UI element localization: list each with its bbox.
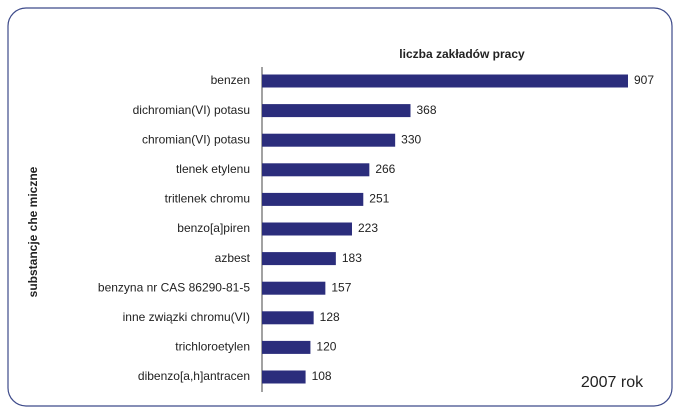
category-label: tritlenek chromu (165, 192, 250, 206)
bar (262, 74, 628, 88)
category-label: dichromian(VI) potasu (133, 103, 250, 117)
bar (262, 192, 364, 206)
bar (262, 252, 336, 266)
value-label: 128 (320, 310, 340, 324)
annotation: 2007 rok (581, 374, 644, 391)
category-label: dibenzo[a,h]antracen (138, 369, 250, 383)
value-label: 907 (634, 73, 654, 87)
value-label: 108 (312, 369, 332, 383)
value-label: 368 (416, 103, 436, 117)
y-axis-label: substancje che miczne (26, 166, 40, 297)
bar (262, 133, 396, 147)
category-label: benzyna nr CAS 86290-81-5 (98, 280, 250, 294)
bar (262, 340, 311, 354)
value-label: 266 (375, 162, 395, 176)
value-label: 157 (331, 280, 351, 294)
frame (7, 7, 673, 407)
bar (262, 311, 314, 325)
value-label: 330 (401, 132, 421, 146)
bar (262, 370, 306, 384)
value-label: 223 (358, 221, 378, 235)
category-label: trichloroetylen (175, 340, 250, 354)
category-label: azbest (215, 251, 251, 265)
category-label: benzo[a]piren (177, 221, 250, 235)
value-label: 120 (316, 340, 336, 354)
category-label: inne związki chromu(VI) (123, 310, 250, 324)
category-label: benzen (211, 73, 250, 87)
bar (262, 222, 352, 236)
bar (262, 163, 370, 177)
chart-title: liczba zakładów pracy (399, 47, 525, 61)
category-label: tlenek etylenu (176, 162, 250, 176)
bar (262, 281, 326, 295)
category-label: chromian(VI) potasu (142, 132, 250, 146)
value-label: 183 (342, 251, 362, 265)
bar (262, 104, 411, 118)
value-label: 251 (369, 192, 389, 206)
